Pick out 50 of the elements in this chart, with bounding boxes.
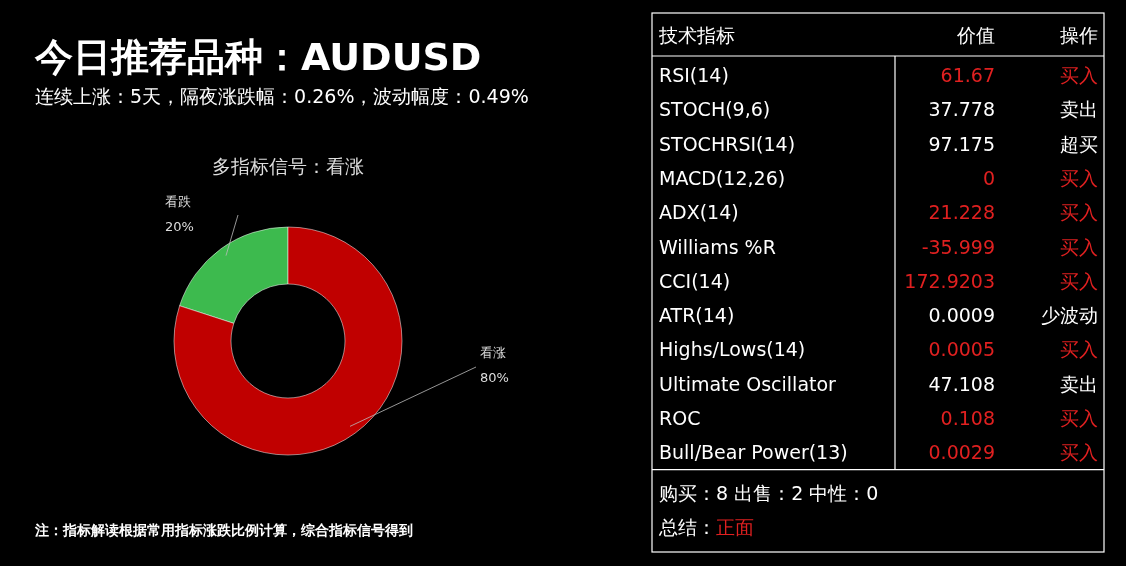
category-label: Bull/Bear Power(13): [659, 441, 848, 464]
text: 0: [982, 166, 995, 189]
text: 买入: [1060, 201, 1098, 224]
text: 61.67: [940, 64, 995, 86]
text: 买入: [1060, 441, 1098, 464]
text: 172.9203: [904, 269, 995, 292]
text: 正面: [716, 516, 754, 538]
category-label: STOCHRSI(14): [659, 132, 796, 155]
category-label: CCI(14): [659, 269, 731, 292]
text: 连续上涨：5天，隔夜涨跌幅：0.26%，波动幅度：0.49%: [35, 85, 529, 107]
text: 买入: [1060, 166, 1098, 189]
text: 卖出: [1060, 372, 1098, 395]
text: 37.778: [928, 98, 995, 121]
text: 少波动: [1041, 304, 1098, 327]
category-label: ADX(14): [659, 201, 739, 224]
text: 0.0009: [928, 304, 995, 327]
text: 总结：: [658, 516, 716, 538]
text: 超买: [1060, 132, 1098, 155]
data-label: 80%: [480, 370, 509, 385]
text: 操作: [1060, 24, 1098, 46]
text: 买入: [1060, 407, 1098, 429]
text: 卖出: [1060, 98, 1098, 121]
text: 今日推荐品种：AUDUSD: [34, 35, 482, 79]
text: 注：指标解读根据常用指标涨跌比例计算，综合指标信号得到: [34, 522, 413, 538]
category-label: STOCH(9,6): [659, 98, 771, 121]
text: 技术指标: [658, 24, 735, 46]
text: 0.0029: [928, 441, 995, 464]
text: 买入: [1060, 235, 1098, 258]
text: 价值: [956, 24, 995, 46]
text: 21.228: [928, 201, 995, 224]
text: 47.108: [928, 372, 995, 395]
text: 买入: [1060, 338, 1098, 361]
data-label: 20%: [165, 219, 194, 234]
category-label: MACD(12,26): [659, 166, 786, 189]
text: 购买：8 出售：2 中性：0: [659, 482, 879, 504]
chart-title: 多指标信号：看涨: [212, 155, 364, 177]
text: -35.999: [921, 235, 995, 258]
category-label: ATR(14): [659, 304, 735, 327]
category-label: Highs/Lows(14): [659, 338, 806, 361]
category-label: Williams %R: [659, 235, 776, 258]
slice-label: 看涨: [480, 345, 506, 360]
slice-label: 看跌: [165, 194, 191, 209]
category-label: Ultimate Oscillator: [659, 372, 837, 395]
text: 买入: [1060, 269, 1098, 292]
text: 97.175: [928, 132, 995, 155]
text: 0.108: [940, 407, 995, 429]
category-label: ROC: [659, 407, 701, 429]
text: 0.0005: [928, 338, 995, 361]
text: 买入: [1060, 64, 1098, 86]
category-label: RSI(14): [659, 64, 729, 86]
